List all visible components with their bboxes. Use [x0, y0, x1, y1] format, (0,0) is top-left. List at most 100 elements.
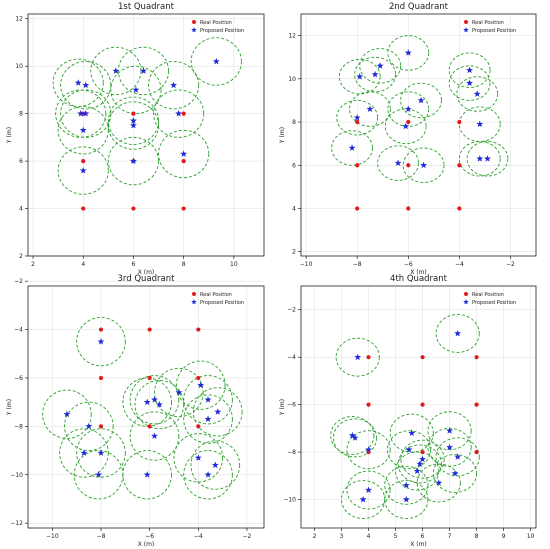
real-position-point [81, 158, 86, 164]
real-position-point [81, 206, 86, 211]
legend-proposed-marker [463, 27, 469, 33]
real-position-point [131, 111, 136, 116]
y-tick-label: −8 [14, 423, 23, 430]
proposed-position-point [132, 86, 140, 93]
proposed-position-point [97, 449, 105, 456]
uncertainty-circle [183, 450, 233, 500]
uncertainty-circle [400, 82, 442, 119]
x-axis-label: X (m) [138, 269, 155, 276]
uncertainty-circle [387, 91, 430, 127]
real-position-point [181, 206, 186, 211]
uncertainty-circle [57, 146, 109, 195]
proposed-position-point [366, 105, 374, 112]
legend-real-marker [464, 20, 468, 24]
proposed-position-point [402, 495, 410, 503]
x-tick-label: −2 [243, 533, 252, 540]
uncertainty-circle [331, 130, 373, 166]
proposed-position-point [348, 144, 356, 151]
uncertainty-circle [175, 360, 226, 410]
proposed-position-point [80, 449, 88, 456]
real-position-point [98, 327, 104, 332]
proposed-position-point [416, 460, 424, 467]
proposed-position-point [151, 432, 158, 439]
y-tick-label: 8 [292, 119, 296, 126]
proposed-position-point [473, 90, 481, 97]
x-tick-label: 5 [394, 533, 398, 540]
y-tick-label: 6 [19, 158, 23, 165]
y-tick-label: 10 [288, 76, 296, 83]
proposed-position-point [175, 110, 183, 117]
uncertainty-circle [384, 108, 427, 145]
proposed-position-point [143, 471, 151, 478]
y-tick-label: −4 [287, 354, 296, 361]
proposed-position-point [420, 161, 428, 169]
legend-real-marker [192, 20, 196, 24]
proposed-position-point [97, 338, 105, 345]
legend-proposed-label: Proposed Position [200, 28, 244, 34]
uncertainty-circle [57, 106, 109, 155]
y-tick-label: 2 [19, 253, 23, 260]
proposed-position-point [95, 471, 102, 478]
real-position-point [406, 119, 411, 125]
uncertainty-circle [349, 91, 391, 127]
proposed-position-point [404, 105, 412, 112]
proposed-position-point [130, 157, 137, 165]
real-position-point [366, 355, 371, 360]
legend-real-marker [464, 292, 468, 296]
real-position-point [98, 375, 104, 381]
real-position-point [196, 375, 201, 381]
x-tick-label: −8 [97, 533, 106, 540]
proposed-position-point [394, 159, 402, 166]
y-tick-label: −4 [14, 327, 23, 334]
uncertainty-circle [389, 413, 434, 453]
proposed-position-point [175, 388, 183, 396]
real-position-point [457, 163, 462, 168]
proposed-position-point [435, 479, 443, 486]
proposed-position-point [359, 495, 367, 503]
uncertainty-circle [458, 106, 501, 142]
real-position-point [131, 206, 136, 211]
real-position-point [420, 449, 425, 455]
proposed-position-point [204, 415, 212, 423]
proposed-position-point [77, 110, 85, 117]
y-axis-label: Y (m) [6, 127, 13, 144]
y-tick-label: −10 [283, 497, 296, 504]
real-position-point [474, 355, 479, 360]
real-position-point [355, 206, 360, 211]
uncertainty-circle [384, 465, 429, 505]
proposed-position-point [151, 396, 158, 403]
real-position-point [457, 119, 462, 125]
uncertainty-circle [456, 76, 499, 112]
panel-title: 3rd Quadrant [118, 274, 176, 284]
plot-frame [27, 285, 265, 529]
x-tick-label: 10 [230, 261, 238, 268]
x-tick-label: −8 [353, 261, 362, 268]
x-tick-label: 8 [475, 533, 479, 540]
y-tick-label: −6 [14, 375, 23, 382]
proposed-position-point [376, 62, 384, 69]
y-tick-label: 10 [15, 63, 23, 70]
uncertainty-circle [122, 450, 172, 500]
panel-title: 1st Quadrant [118, 2, 175, 12]
uncertainty-circle [354, 56, 396, 93]
real-position-point [474, 449, 479, 455]
proposed-position-point [79, 126, 87, 134]
uncertainty-circle [55, 89, 107, 138]
real-position-point [406, 163, 411, 168]
y-tick-label: −2 [287, 307, 296, 314]
legend-proposed-marker [191, 27, 197, 33]
uncertainty-circle [190, 440, 241, 490]
legend: Real Position Proposed Position [463, 20, 516, 34]
uncertainty-circle [466, 141, 509, 177]
uncertainty-circle [129, 411, 180, 461]
x-axis-label: X (m) [410, 541, 427, 548]
x-tick-label: 4 [367, 533, 371, 540]
real-position-point [355, 119, 360, 125]
uncertainty-circle [336, 99, 379, 136]
proposed-position-point [466, 66, 474, 74]
legend-real-label: Real Position [472, 20, 504, 26]
real-position-point [457, 206, 462, 211]
x-tick-label: −4 [194, 533, 203, 540]
panel-title: 4th Quadrant [390, 274, 448, 284]
